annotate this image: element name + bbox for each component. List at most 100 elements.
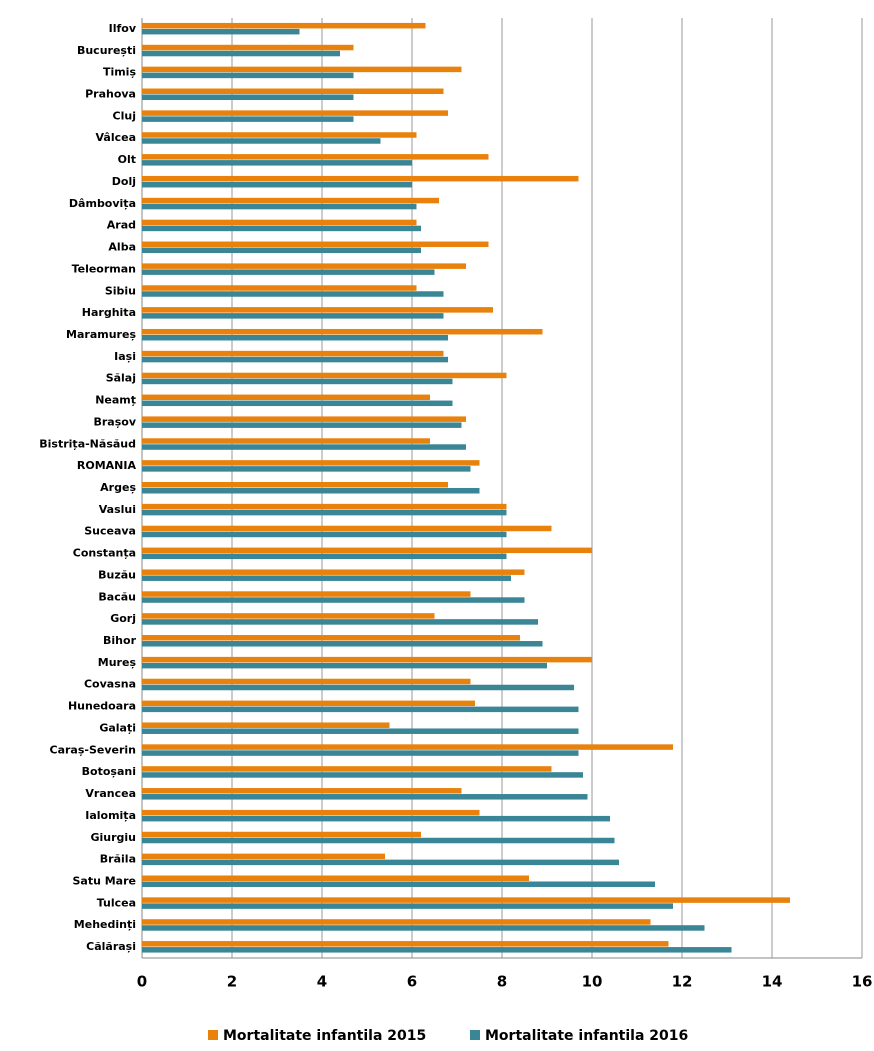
y-tick-label: Arad (107, 219, 136, 232)
bar (142, 903, 673, 909)
bar (142, 110, 448, 116)
bar (142, 619, 538, 625)
x-tick-label: 16 (852, 973, 873, 991)
y-tick-label: Alba (108, 241, 136, 254)
bar (142, 657, 592, 663)
bar (142, 242, 489, 248)
y-tick-label: Dolj (112, 175, 136, 188)
bar (142, 860, 619, 866)
bar (142, 663, 547, 669)
y-tick-label: Mureș (98, 656, 137, 669)
bar (142, 897, 790, 903)
bar (142, 176, 579, 182)
bar (142, 569, 525, 575)
y-tick-label: ROMANIA (77, 459, 137, 472)
y-tick-label: Bistrița-Năsăud (39, 437, 136, 450)
y-tick-label: Caraș-Severin (50, 743, 137, 756)
bar (142, 23, 426, 29)
bar (142, 138, 381, 144)
bar (142, 881, 655, 887)
bar (142, 482, 448, 488)
bar (142, 510, 507, 516)
bar (142, 794, 588, 800)
bar (142, 67, 462, 73)
y-tick-label: Vaslui (99, 503, 136, 516)
bar (142, 466, 471, 472)
y-tick-label: Vâlcea (95, 131, 136, 144)
y-tick-label: Tulcea (97, 896, 136, 909)
bar (142, 29, 300, 35)
y-tick-label: București (77, 44, 136, 57)
y-tick-label: Iași (114, 350, 136, 363)
y-tick-label: Hunedoara (68, 700, 136, 713)
y-tick-label: Sibiu (105, 284, 136, 297)
bar (142, 750, 579, 756)
bar (142, 73, 354, 79)
bar (142, 707, 579, 713)
bar (142, 220, 417, 226)
bar (142, 816, 610, 822)
bar (142, 357, 448, 363)
bar (142, 379, 453, 385)
y-tick-label: Timiș (103, 66, 137, 79)
bar (142, 554, 507, 560)
bar (142, 416, 466, 422)
bar (142, 444, 466, 450)
bar (142, 722, 390, 728)
bar (142, 728, 579, 734)
legend-label: Mortalitate infantila 2015 (223, 1028, 426, 1044)
legend-swatch (470, 1030, 480, 1040)
y-tick-label: Botoșani (82, 765, 136, 778)
bar (142, 51, 340, 57)
bar (142, 307, 493, 313)
y-tick-label: Galați (99, 721, 136, 734)
bar (142, 460, 480, 466)
bar (142, 701, 475, 707)
bar (142, 925, 705, 931)
y-tick-label: Suceava (84, 525, 136, 538)
bar (142, 351, 444, 357)
x-tick-label: 6 (407, 973, 417, 991)
legend-label: Mortalitate infantila 2016 (485, 1028, 688, 1044)
y-tick-label: Constanța (73, 547, 136, 560)
y-tick-label: Brașov (93, 415, 136, 428)
bar (142, 291, 444, 297)
y-tick-label: Covasna (84, 678, 136, 691)
y-tick-label: Maramureș (66, 328, 136, 341)
bar (142, 591, 471, 597)
bar (142, 685, 574, 691)
chart: 0246810121416IlfovBucureștiTimișPrahovaC… (0, 0, 874, 1051)
bar (142, 679, 471, 685)
bar (142, 766, 552, 772)
y-tick-label: Buzău (98, 568, 136, 581)
bar (142, 422, 462, 428)
bar (142, 526, 552, 532)
bar (142, 116, 354, 122)
bar (142, 45, 354, 51)
y-tick-label: Teleorman (72, 262, 136, 275)
bar (142, 575, 511, 581)
bar (142, 788, 462, 794)
bar (142, 941, 669, 947)
x-tick-label: 4 (317, 973, 327, 991)
x-tick-label: 12 (672, 973, 693, 991)
y-tick-label: Olt (118, 153, 136, 166)
bar (142, 395, 430, 401)
bar (142, 285, 417, 291)
bar (142, 373, 507, 379)
y-tick-label: Argeș (100, 481, 136, 494)
y-tick-label: Prahova (85, 88, 136, 101)
y-tick-label: Bihor (103, 634, 137, 647)
bar (142, 335, 448, 341)
bar (142, 838, 615, 844)
bar (142, 182, 412, 188)
y-tick-label: Ialomița (85, 809, 136, 822)
y-tick-label: Sălaj (106, 372, 136, 385)
bar (142, 132, 417, 138)
y-tick-label: Harghita (82, 306, 136, 319)
bar (142, 947, 732, 953)
bar (142, 854, 385, 860)
x-tick-label: 8 (497, 973, 507, 991)
bar (142, 635, 520, 641)
bar (142, 89, 444, 95)
